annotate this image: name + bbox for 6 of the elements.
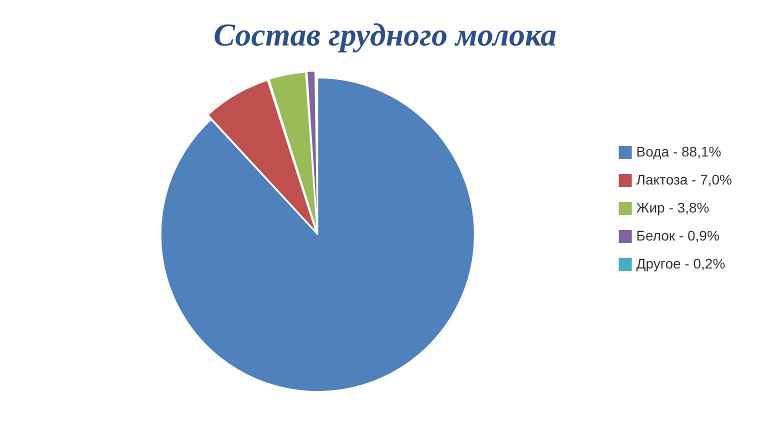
legend-label: Жир - 3,8%: [636, 199, 710, 216]
legend-label: Лактоза - 7,0%: [636, 171, 732, 188]
legend-label: Вода - 88,1%: [636, 143, 722, 160]
legend-label: Другое - 0,2%: [636, 255, 726, 272]
legend-label: Белок - 0,9%: [636, 227, 720, 244]
chart-title: Состав грудного молока: [214, 16, 556, 52]
